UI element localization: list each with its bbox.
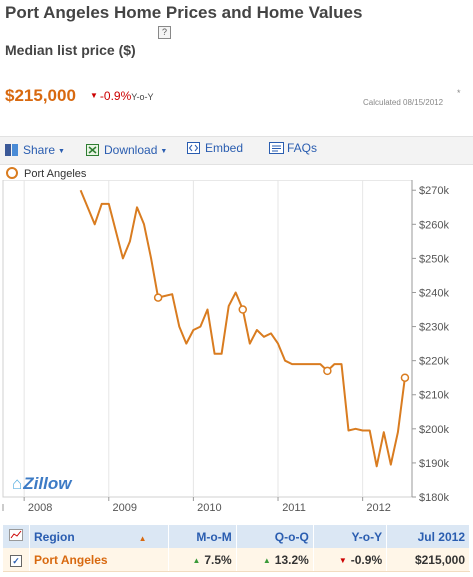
x-tick-label: 2010 [197,502,221,514]
y-tick-label: $270k [419,185,449,197]
data-point-marker [323,366,332,376]
calculated-date: Calculated 08/15/2012 [363,98,444,107]
y-tick-label: $200k [419,424,449,436]
series-line [79,189,406,468]
zillow-roof-icon: ⌂ [12,474,23,493]
y-tick-label: $180k [419,492,449,504]
y-tick-label: $190k [419,458,449,470]
mom-cell: ▲ 7.5% [168,548,237,572]
chart-legend[interactable]: Port Angeles [6,167,86,180]
faqs-label: FAQs [287,141,318,155]
region-header-label: Region [34,529,75,544]
down-arrow-icon: ▼ [338,555,347,565]
yoy-change-suffix: Y-o-Y [131,92,154,102]
up-arrow-icon: ▲ [192,555,201,565]
y-tick-label: $230k [419,322,449,334]
row-checkbox[interactable]: ✓ [3,548,30,572]
column-header-yoy[interactable]: Y-o-Y [313,525,388,548]
chart-type-icon[interactable] [3,525,30,548]
column-header-mom[interactable]: M-o-M [168,525,237,548]
date-value: $215,000 [386,548,470,572]
x-tick-label: 2011 [282,502,306,514]
current-price: $215,000 [5,86,76,105]
y-tick-label: $220k [419,356,449,368]
column-header-date[interactable]: Jul 2012 [386,525,470,548]
chevron-down-icon: ▼ [160,148,168,155]
chart-toolbar: Share ▼ Download ▼ Embed FAQs [0,136,473,165]
price-chart[interactable]: 2008 2009 2010 2011 2012 $180k $190k $200k $210k… [0,180,473,525]
yoy-change-value: -0.9% [99,89,132,103]
table-header-row: Region ▲ M-o-M Q-o-Q Y-o-Y Jul 2012 [3,525,470,548]
y-tick-label: $210k [419,390,449,402]
share-label: Share [23,143,56,157]
zillow-logo: ⌂Zillow [12,474,71,494]
share-icon [5,144,18,156]
zillow-logo-text: Zillow [23,474,72,493]
up-arrow-icon: ▲ [262,555,271,565]
embed-code-icon [187,142,200,154]
chevron-down-icon: ▼ [58,148,65,155]
region-name[interactable]: Port Angeles [29,548,169,572]
y-tick-label: $250k [419,253,449,265]
legend-series-label: Port Angeles [24,168,87,180]
share-button[interactable]: Share ▼ [5,143,65,157]
series-marker-icon [6,167,18,179]
y-tick-label: $240k [419,287,449,299]
spreadsheet-icon [86,144,99,156]
yoy-change: ▼ -0.9%Y-o-Y [90,89,153,103]
qoq-cell: ▲ 13.2% [236,548,314,572]
column-header-qoq[interactable]: Q-o-Q [236,525,314,548]
region-table: Region ▲ M-o-M Q-o-Q Y-o-Y Jul 2012 ✓ Por… [3,525,470,572]
faq-icon [269,142,284,154]
page-title: Port Angeles Home Prices and Home Values [5,3,363,22]
x-tick-label: 2008 [28,502,52,514]
x-tick-label: 2012 [366,502,390,514]
x-tick-label: 2009 [113,502,137,514]
faqs-button[interactable]: FAQs [269,141,317,155]
data-point-marker [153,293,163,302]
footnote-mark: * [457,88,461,98]
sort-arrow-icon: ▲ [138,533,147,543]
help-icon[interactable]: ? [158,26,171,39]
yoy-cell: ▼ -0.9% [313,548,388,572]
check-icon: ✓ [10,554,22,567]
qoq-value: 13.2% [274,552,309,567]
download-label: Download [104,143,158,157]
metric-subtitle: Median list price ($) [5,42,136,58]
column-header-region[interactable]: Region ▲ [29,525,169,548]
data-point-marker [400,373,410,382]
plot-area [2,180,413,498]
table-row: ✓ Port Angeles ▲ 7.5% ▲ 13.2% ▼ -0.9% $215,… [3,548,470,572]
yoy-value: -0.9% [350,552,383,567]
embed-button[interactable]: Embed [187,141,243,155]
mom-value: 7.5% [204,552,232,567]
data-point-marker [238,305,248,314]
down-arrow-icon: ▼ [90,91,98,100]
download-button[interactable]: Download ▼ [86,143,167,157]
y-tick-label: $260k [419,219,449,231]
embed-label: Embed [205,141,244,155]
